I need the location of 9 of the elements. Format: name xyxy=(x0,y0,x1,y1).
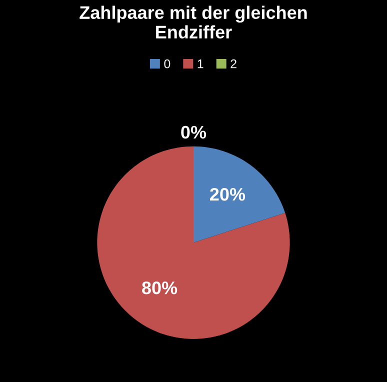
data-label: 80% xyxy=(142,281,178,294)
pie-slice xyxy=(194,146,286,243)
chart-title: Zahlpaare mit der gleichen Endziffer xyxy=(80,6,307,39)
pie-slice xyxy=(97,146,290,339)
legend-label: 1 xyxy=(198,60,204,68)
legend-label: 0 xyxy=(164,59,170,68)
legend-label: 2 xyxy=(230,59,236,68)
text: 0% xyxy=(181,126,206,139)
data-label: 20% xyxy=(210,188,246,201)
